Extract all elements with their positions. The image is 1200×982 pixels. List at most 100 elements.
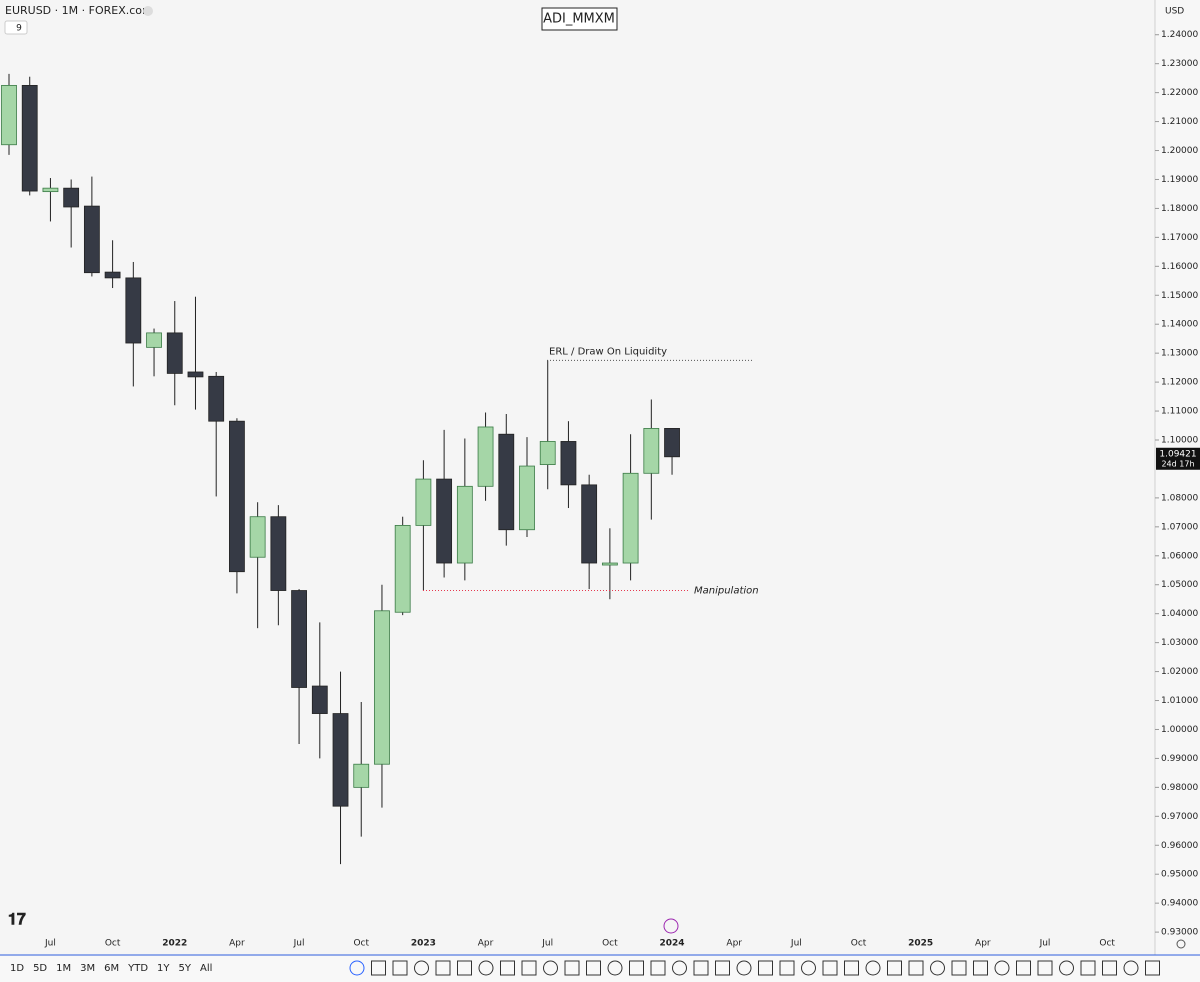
candle-body — [249, 516, 266, 558]
tool-icon[interactable] — [650, 960, 666, 976]
collapse-button[interactable] — [143, 6, 153, 16]
tool-icon[interactable] — [801, 960, 816, 976]
timeframe-button[interactable]: 1Y — [157, 963, 170, 974]
tool-icon[interactable] — [414, 960, 429, 976]
timeframe-button[interactable]: 6M — [104, 963, 119, 974]
y-tick-label: 1.01000 — [1161, 696, 1198, 706]
timeframe-button[interactable]: 1D — [10, 963, 24, 974]
candle-body — [187, 371, 204, 378]
tool-icon[interactable] — [908, 960, 924, 976]
tool-icon[interactable] — [844, 960, 859, 976]
candle-body — [42, 187, 59, 193]
y-tick-label: 1.03000 — [1161, 638, 1198, 648]
tool-icon[interactable] — [1037, 960, 1053, 976]
x-tick-label: Apr — [726, 939, 742, 949]
tool-icon[interactable] — [758, 960, 773, 976]
tool-icon[interactable] — [500, 960, 515, 976]
x-tick-label: 2022 — [162, 939, 187, 949]
x-tick-label: 2023 — [411, 939, 436, 949]
candle-body — [146, 332, 162, 348]
y-tick-label: 1.18000 — [1161, 204, 1198, 214]
tool-icon[interactable] — [973, 960, 988, 976]
x-tick-label: Jul — [44, 939, 56, 949]
timeframe-button[interactable]: 1M — [56, 963, 71, 974]
tool-icon[interactable] — [564, 960, 580, 976]
y-tick-label: 0.96000 — [1161, 841, 1198, 851]
y-tick-label: 0.99000 — [1161, 754, 1198, 764]
candle-body — [229, 420, 245, 573]
x-tick-label: Apr — [975, 939, 991, 949]
tool-icon[interactable] — [715, 960, 730, 976]
y-tick-label: 1.00000 — [1161, 725, 1198, 735]
settings-icon[interactable] — [1176, 939, 1186, 949]
candle-body — [601, 562, 618, 566]
y-tick-label: 1.10000 — [1161, 436, 1198, 446]
tool-icon[interactable] — [1016, 960, 1031, 976]
y-tick-label: 0.95000 — [1161, 870, 1198, 880]
tool-icon[interactable] — [1123, 960, 1139, 976]
candle-body — [664, 428, 680, 458]
tool-icon[interactable] — [1145, 960, 1160, 976]
x-tick-label: Oct — [1099, 939, 1115, 949]
candle-body — [415, 478, 432, 526]
y-tick-label: 1.08000 — [1161, 493, 1198, 503]
tool-icon[interactable] — [887, 960, 902, 976]
candle-body — [394, 524, 411, 613]
y-tick-label: 0.93000 — [1161, 928, 1198, 938]
tool-icon[interactable] — [392, 960, 408, 976]
x-tick-label: 2024 — [660, 939, 685, 949]
tool-icon[interactable] — [543, 960, 558, 976]
candle-body — [519, 465, 535, 531]
candle-body — [477, 426, 494, 487]
y-tick-label: 1.23000 — [1161, 59, 1198, 69]
tool-icon[interactable] — [930, 960, 945, 976]
timeframe-button[interactable]: 5Y — [179, 963, 192, 974]
tool-icon[interactable] — [1102, 960, 1117, 976]
y-tick-label: 1.13000 — [1161, 349, 1198, 359]
x-tick-label: Jul — [541, 939, 553, 949]
tool-icon[interactable] — [349, 960, 365, 976]
timeframe-button[interactable]: 5D — [33, 963, 47, 974]
x-tick-label: Jul — [790, 939, 802, 949]
candle-body — [622, 472, 639, 564]
tool-icon[interactable] — [736, 960, 752, 976]
candle-body — [291, 590, 307, 688]
tool-icon[interactable] — [435, 960, 451, 976]
currency: USD — [1165, 7, 1184, 17]
tool-icon[interactable] — [994, 960, 1010, 976]
tool-icon[interactable] — [371, 960, 386, 976]
y-tick-label: 1.11000 — [1161, 407, 1198, 417]
candle-body — [332, 713, 349, 807]
tool-icon[interactable] — [1059, 960, 1074, 976]
candle-body — [166, 332, 183, 374]
tool-icon[interactable] — [478, 960, 494, 976]
tool-icon[interactable] — [865, 960, 881, 976]
y-tick-label: 1.14000 — [1161, 320, 1198, 330]
indicator-badge[interactable] — [4, 20, 28, 35]
level-label: Manipulation — [694, 586, 759, 597]
x-tick-label: Oct — [353, 939, 369, 949]
candle-body — [83, 205, 100, 274]
candle-body — [104, 271, 121, 279]
timeframe-button[interactable]: All — [200, 963, 212, 974]
y-tick-label: 1.07000 — [1161, 522, 1198, 532]
tool-icon[interactable] — [822, 960, 838, 976]
tool-icon[interactable] — [607, 960, 623, 976]
tool-icon[interactable] — [629, 960, 644, 976]
tool-icon[interactable] — [693, 960, 709, 976]
candle-body — [456, 485, 473, 564]
timeframe-button[interactable]: 3M — [80, 963, 95, 974]
tool-icon[interactable] — [672, 960, 687, 976]
tool-icon[interactable] — [457, 960, 472, 976]
tool-icon[interactable] — [779, 960, 795, 976]
x-tick-label: Oct — [851, 939, 867, 949]
tool-icon[interactable] — [951, 960, 967, 976]
tool-icon[interactable] — [1080, 960, 1096, 976]
tool-icon[interactable] — [586, 960, 601, 976]
candle-body — [21, 84, 38, 192]
event-icon[interactable] — [663, 918, 679, 934]
candle-body — [63, 187, 80, 208]
candle-body — [208, 375, 225, 422]
tool-icon[interactable] — [521, 960, 537, 976]
timeframe-button[interactable]: YTD — [127, 963, 148, 974]
